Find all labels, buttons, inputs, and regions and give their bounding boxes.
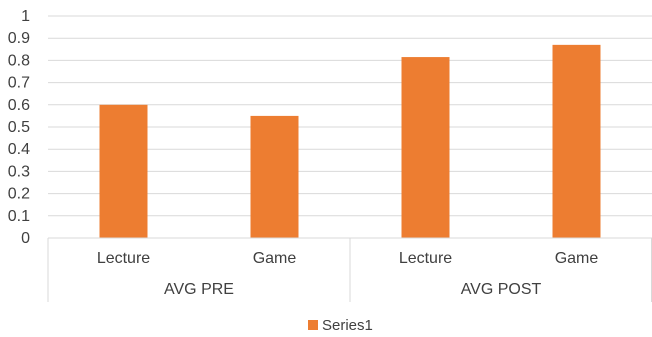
y-tick-label: 0.8: [8, 52, 30, 69]
category-labels: Lecture Game Lecture Game: [97, 250, 599, 267]
y-tick-label: 1: [21, 8, 30, 25]
y-tick-label: 0.9: [8, 30, 30, 47]
y-axis-tick-labels: 0 0.1 0.2 0.3 0.4 0.5 0.6 0.7 0.8 0.9 1: [8, 8, 30, 247]
y-tick-label: 0.4: [8, 141, 30, 158]
category-label: Lecture: [97, 250, 150, 267]
category-label: Game: [555, 250, 599, 267]
y-tick-label: 0.3: [8, 163, 30, 180]
x-axis: [47, 237, 652, 302]
y-tick-label: 0.7: [8, 75, 30, 92]
bars: [99, 44, 601, 238]
bar: [552, 44, 601, 238]
legend: Series1: [308, 317, 373, 334]
legend-label: Series1: [322, 317, 373, 334]
category-label: Game: [253, 250, 297, 267]
y-tick-label: 0.5: [8, 119, 30, 136]
category-label: Lecture: [399, 250, 452, 267]
group-labels: AVG PRE AVG POST: [164, 281, 542, 298]
bar: [401, 57, 450, 238]
gridlines: [48, 15, 652, 217]
bar: [250, 115, 299, 238]
group-label: AVG PRE: [164, 281, 234, 298]
y-tick-label: 0.2: [8, 186, 30, 203]
y-tick-label: 0: [21, 230, 30, 247]
bar: [99, 104, 148, 238]
y-tick-label: 0.1: [8, 208, 30, 225]
y-tick-label: 0.6: [8, 97, 30, 114]
legend-swatch: [308, 320, 318, 330]
group-label: AVG POST: [461, 281, 542, 298]
